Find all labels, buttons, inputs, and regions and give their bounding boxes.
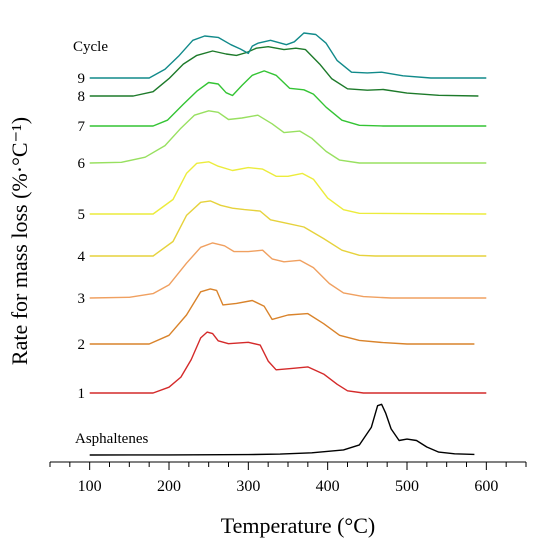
series-line-9 [89, 32, 487, 79]
x-tick-label: 100 [78, 478, 102, 495]
x-tick-label: 200 [157, 478, 181, 495]
y-axis-title: Rate for mass loss (%·°C⁻¹) [7, 117, 32, 365]
cycle-label-9: 9 [78, 71, 86, 87]
cycle-label-3: 3 [78, 291, 86, 307]
series-line-1 [89, 331, 487, 394]
series-line-2 [89, 288, 475, 345]
series-line-8 [89, 46, 479, 97]
series-line-4 [89, 200, 487, 257]
cycle-label-1: 1 [78, 386, 86, 402]
series-label-asphaltenes: Asphaltenes [75, 431, 148, 447]
x-tick-label: 600 [474, 478, 498, 495]
series-line-5 [89, 161, 487, 215]
labels: Asphaltenes 1 2 3 4 5 6 7 8 9 Cycle [73, 39, 148, 447]
legend-title: Cycle [73, 39, 108, 55]
cycle-label-7: 7 [78, 119, 86, 135]
series-line-7 [89, 70, 487, 127]
cycle-label-2: 2 [78, 337, 86, 353]
cycle-label-8: 8 [78, 89, 86, 105]
series-line-3 [89, 242, 487, 299]
x-axis-title: Temperature (°C) [221, 513, 375, 538]
cycle-label-5: 5 [78, 207, 86, 223]
x-axis: 100 200 300 400 500 600 [49, 461, 527, 495]
series-line-asphaltenes [89, 403, 475, 456]
series-line-6 [89, 110, 487, 164]
x-tick-label: 500 [395, 478, 419, 495]
x-tick-label: 400 [316, 478, 340, 495]
cycle-label-6: 6 [78, 156, 86, 172]
cycle-label-4: 4 [78, 249, 86, 265]
plot-area [89, 32, 487, 456]
x-tick-label: 300 [236, 478, 260, 495]
